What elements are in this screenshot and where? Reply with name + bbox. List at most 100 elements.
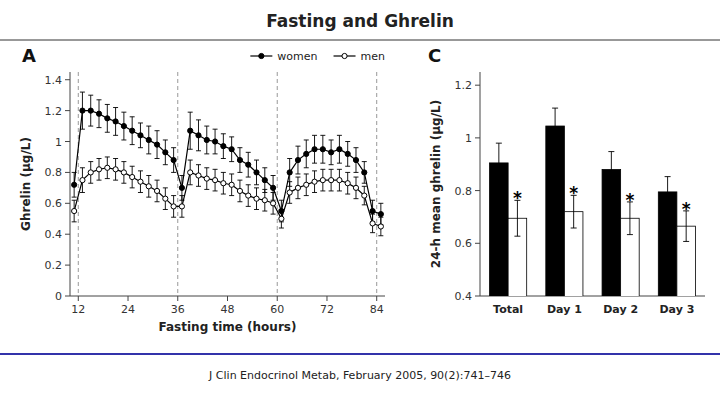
error-bar (229, 137, 234, 162)
x-tick (177, 296, 178, 301)
x-tick-label: 72 (320, 303, 334, 316)
error-bar (345, 142, 350, 167)
data-point (229, 147, 234, 152)
error-bar (221, 134, 226, 159)
data-point (362, 193, 367, 198)
error-bar (353, 148, 358, 173)
title: Fasting and Ghrelin (266, 11, 454, 31)
y-tick-label: 0.4 (455, 290, 473, 303)
error-bar (552, 108, 558, 144)
y-axis: 0.40.60.811.2 (455, 72, 481, 303)
data-point (121, 170, 126, 175)
y-tick-label: 0.8 (45, 166, 63, 179)
y-tick (65, 203, 70, 204)
data-point (246, 162, 251, 167)
data-point (212, 178, 217, 183)
y-tick-label: 0.8 (455, 185, 473, 198)
data-point (270, 201, 275, 206)
error-bar (146, 176, 151, 198)
x-tick-label: Total (493, 303, 523, 316)
x-axis: 12243648607284 (70, 296, 385, 316)
y-axis-label: 24-h mean ghrelin (µg/L) (429, 100, 443, 268)
series-line (74, 168, 381, 227)
x-tick-label: 60 (270, 303, 284, 316)
footer-rule (0, 353, 720, 355)
y-tick-label: 0.6 (455, 237, 473, 250)
error-bar (337, 135, 342, 163)
data-point (146, 184, 151, 189)
reference-line (376, 72, 377, 296)
x-tick-label: Day 3 (659, 303, 694, 316)
error-bar (155, 180, 160, 202)
data-point (163, 196, 168, 201)
data-point (154, 188, 159, 193)
annotation: * (625, 190, 634, 210)
data-point (179, 204, 184, 209)
error-bar (163, 140, 168, 165)
data-point (295, 157, 300, 162)
data-point (229, 182, 234, 187)
data-point (370, 208, 375, 213)
data-point (179, 185, 184, 190)
data-point (254, 196, 259, 201)
y-tick (475, 190, 480, 191)
error-bar (246, 185, 251, 207)
error-bar (121, 162, 126, 184)
x-tick-label: 48 (221, 303, 235, 316)
error-bar (237, 148, 242, 173)
error-bar (171, 196, 176, 218)
error-bar (254, 160, 259, 185)
legend-label: women (277, 50, 317, 63)
error-bar (295, 177, 300, 199)
data-point (304, 182, 309, 187)
data-point (370, 221, 375, 226)
error-bar (163, 188, 168, 210)
data-point (221, 181, 226, 186)
error-bar (138, 171, 143, 193)
error-bar (329, 140, 334, 165)
reference-line (177, 72, 178, 296)
error-bar (262, 168, 267, 193)
y-tick (475, 296, 480, 297)
y-tick (65, 141, 70, 142)
error-bar (138, 123, 143, 148)
data-point (171, 204, 176, 209)
x-tick (227, 296, 228, 301)
legend: women men (250, 50, 385, 63)
data-point (80, 178, 85, 183)
error-bar (287, 182, 292, 204)
data-point (320, 178, 325, 183)
error-bar (204, 168, 209, 190)
error-bar (155, 131, 160, 159)
data-point (188, 170, 193, 175)
legend-swatch-marker (342, 53, 347, 58)
data-point (171, 157, 176, 162)
data-point (130, 174, 135, 179)
series-women (72, 92, 384, 225)
error-bar (221, 172, 226, 194)
data-point (246, 193, 251, 198)
error-bar (271, 192, 276, 214)
data-point (345, 181, 350, 186)
error-bar (312, 135, 317, 163)
error-bar (72, 172, 77, 197)
x-tick-label: 12 (71, 303, 85, 316)
legend-item: women (250, 50, 317, 63)
legend-item: men (334, 50, 385, 63)
plot-area (72, 72, 384, 296)
error-bar (130, 117, 135, 145)
data-point (212, 139, 217, 144)
x-tick (326, 296, 327, 301)
data-point (138, 133, 143, 138)
error-bar (130, 166, 135, 188)
error-bar (171, 148, 176, 173)
error-bar (295, 146, 300, 174)
chart: Fasting and GhrelinJ Clin Endocrinol Met… (0, 0, 720, 399)
error-bar (113, 108, 118, 136)
error-bar (229, 174, 234, 196)
data-point (329, 150, 334, 155)
data-point (312, 147, 317, 152)
error-bar (121, 112, 126, 140)
data-point (353, 157, 358, 162)
error-bar (665, 177, 671, 208)
